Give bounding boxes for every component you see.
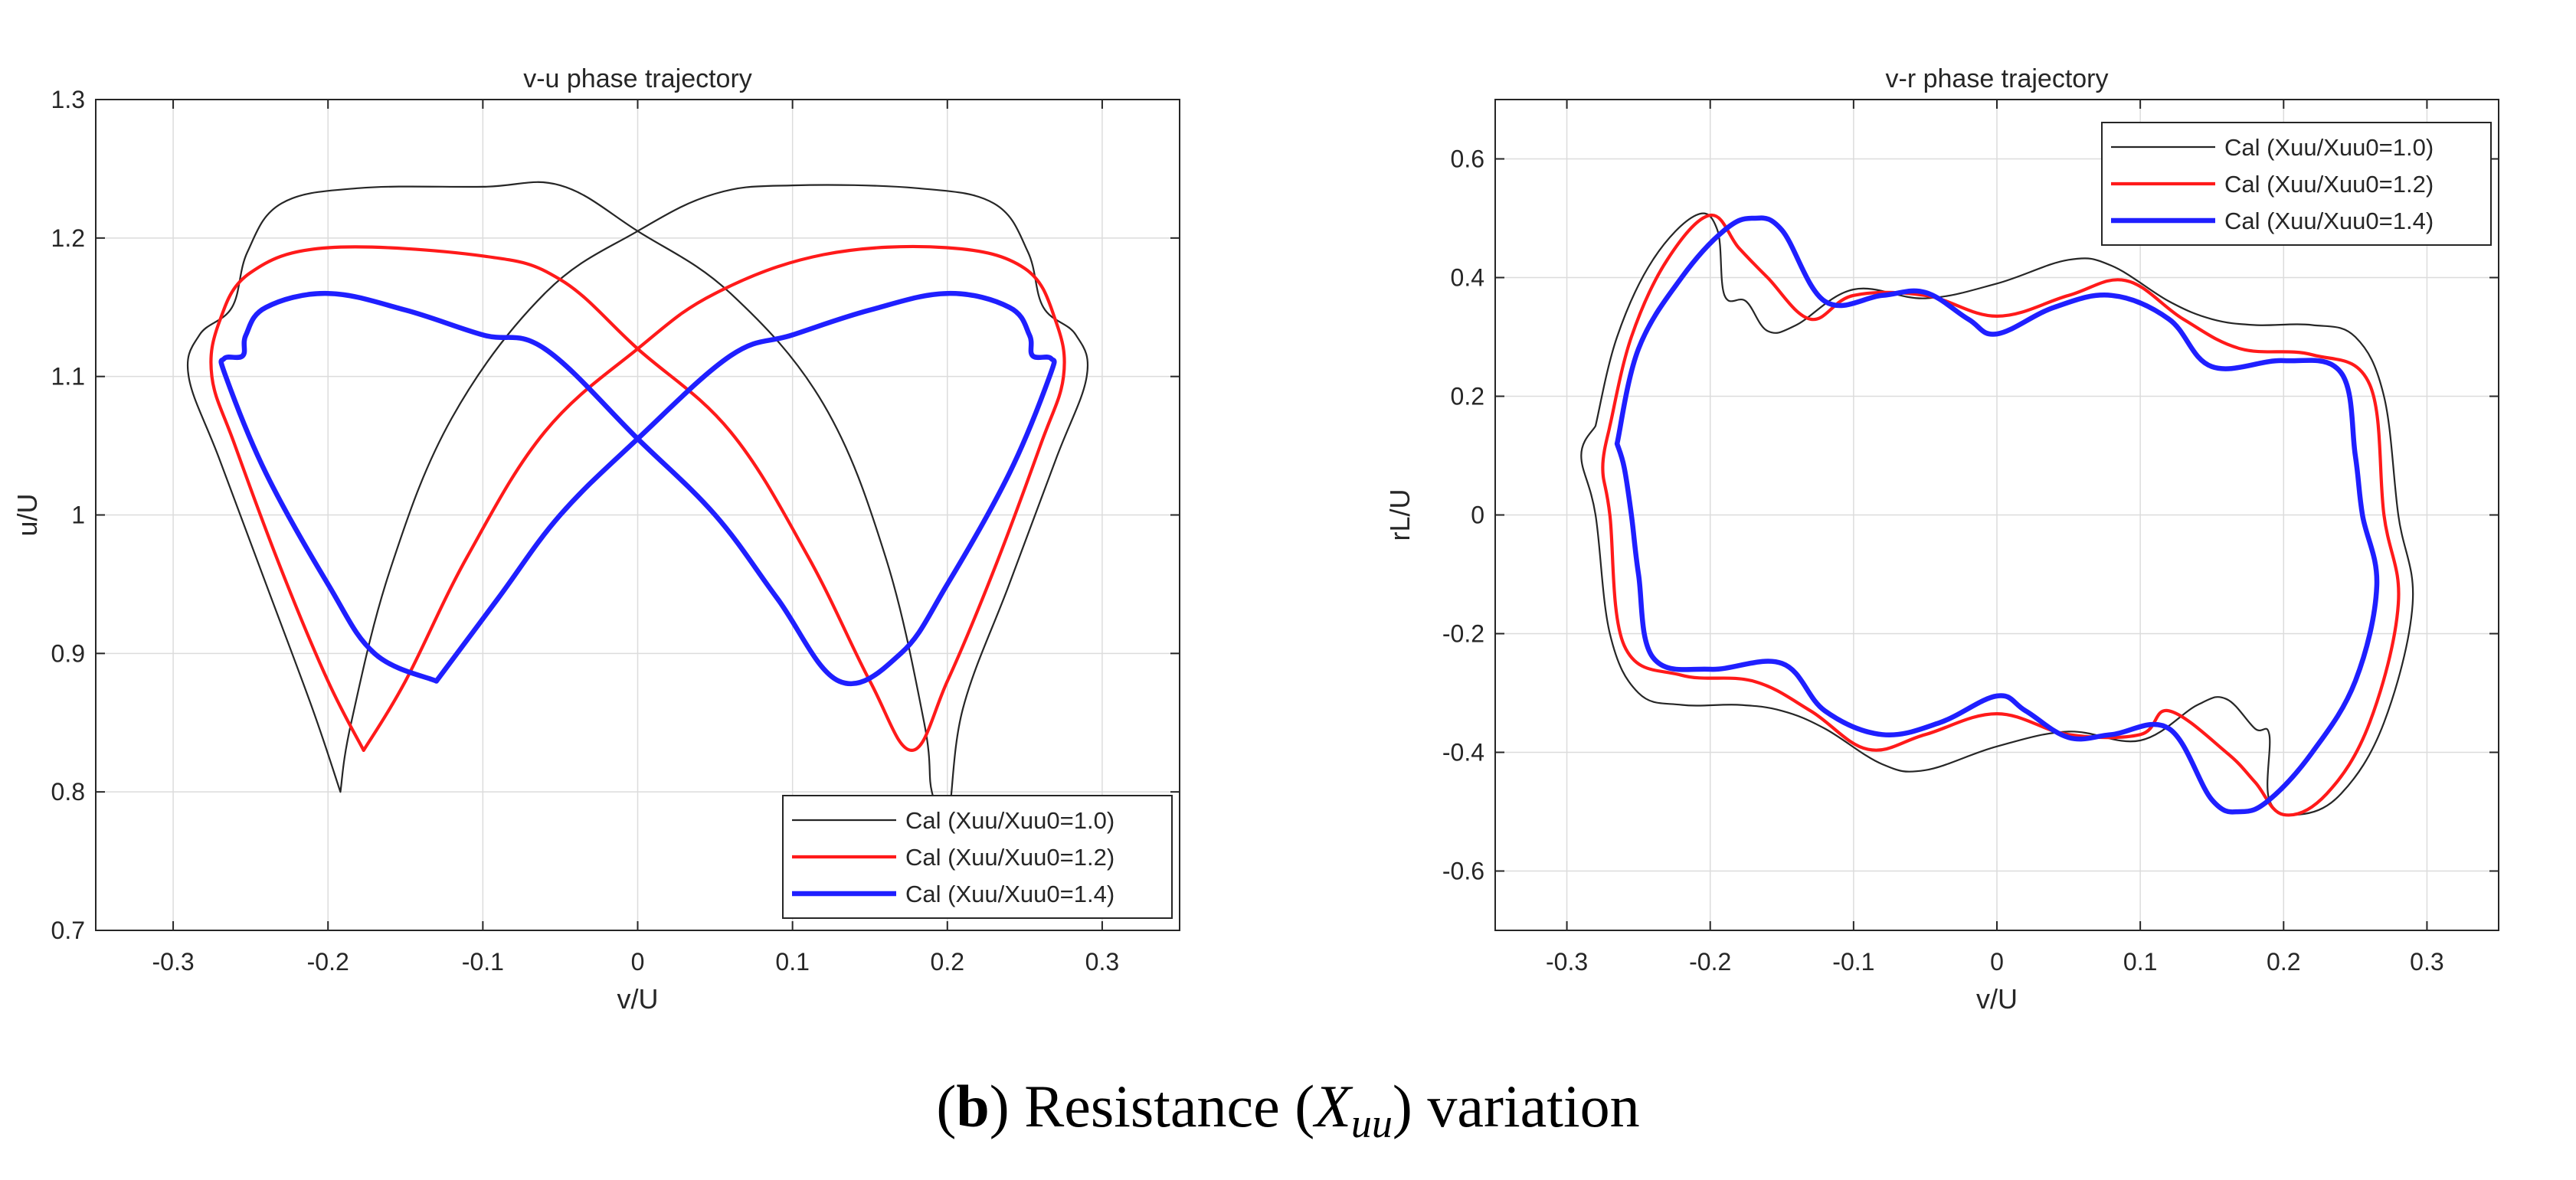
series-line-1 bbox=[1580, 212, 2414, 816]
series-group bbox=[1580, 212, 2414, 817]
x-tick-label: 0.1 bbox=[2123, 948, 2157, 976]
y-tick-label: 0.4 bbox=[1451, 264, 1484, 292]
y-tick-label: -0.2 bbox=[1442, 620, 1484, 648]
x-tick-label: 0.1 bbox=[775, 948, 809, 976]
caption-text-post: ) variation bbox=[1392, 1073, 1640, 1139]
caption-sub: uu bbox=[1350, 1100, 1393, 1146]
series-line-2 bbox=[1601, 213, 2401, 817]
legend-label-3: Cal (Xuu/Xuu0=1.4) bbox=[2224, 208, 2434, 234]
x-tick-label: -0.2 bbox=[1689, 948, 1731, 976]
series-line-2 bbox=[209, 244, 1066, 752]
y-tick-label: 0.8 bbox=[51, 778, 85, 806]
y-tick-label: -0.6 bbox=[1442, 858, 1484, 885]
chart-1: -0.3 -0.2 -0.1 0 0.1 0.2 0.3 0.7 0.8 0.9 1 1.1 1.2 1.… bbox=[11, 64, 1180, 1015]
x-tick-label: 0 bbox=[1990, 948, 2004, 976]
x-tick-label: 0.3 bbox=[2410, 948, 2443, 976]
x-tick-label: -0.1 bbox=[462, 948, 504, 976]
y-axis-label: u/U bbox=[11, 493, 43, 536]
figure-caption: (b) Resistance (Xuu) variation bbox=[936, 1073, 1640, 1146]
y-tick-label: 1.3 bbox=[51, 86, 85, 113]
legend: Cal (Xuu/Xuu0=1.0) Cal (Xuu/Xuu0=1.2) Cal … bbox=[782, 795, 1173, 919]
x-tick-label: -0.3 bbox=[1546, 948, 1588, 976]
y-axis-label: rL/U bbox=[1384, 489, 1416, 541]
legend-label-1: Cal (Xuu/Xuu0=1.0) bbox=[905, 807, 1115, 834]
y-tick-label: 0.9 bbox=[51, 639, 85, 667]
x-tick-label: -0.3 bbox=[152, 948, 195, 976]
chart-title: v-u phase trajectory bbox=[523, 64, 752, 93]
caption-label: b bbox=[956, 1073, 990, 1139]
series-line-3 bbox=[218, 290, 1057, 687]
y-tick-label: 0.2 bbox=[1451, 383, 1484, 410]
legend-label-2: Cal (Xuu/Xuu0=1.2) bbox=[905, 844, 1115, 871]
x-axis-label: v/U bbox=[617, 983, 659, 1015]
y-tick-label: 0 bbox=[1471, 502, 1484, 529]
x-tick-label: 0.2 bbox=[2267, 948, 2300, 976]
y-tick-label: 0.6 bbox=[1451, 145, 1484, 173]
x-tick-label: -0.2 bbox=[307, 948, 349, 976]
y-tick-label: 1.2 bbox=[51, 224, 85, 252]
legend: Cal (Xuu/Xuu0=1.0) Cal (Xuu/Xuu0=1.2) Cal … bbox=[2101, 122, 2492, 246]
x-tick-label: 0.3 bbox=[1085, 948, 1119, 976]
y-tick-label: 1 bbox=[71, 502, 85, 529]
caption-var: X bbox=[1314, 1073, 1351, 1139]
caption-text-pre: Resistance ( bbox=[1009, 1073, 1315, 1139]
x-axis-label: v/U bbox=[1976, 983, 2018, 1015]
x-tick-label: -0.1 bbox=[1832, 948, 1874, 976]
chart-title: v-r phase trajectory bbox=[1886, 64, 2109, 93]
chart-2: -0.3 -0.2 -0.1 0 0.1 0.2 0.3 -0.6 -0.4 -0.2 0 0.2 0.… bbox=[1384, 64, 2499, 1015]
series-line-3 bbox=[1614, 215, 2380, 815]
legend-label-1: Cal (Xuu/Xuu0=1.0) bbox=[2224, 134, 2434, 161]
legend-label-2: Cal (Xuu/Xuu0=1.2) bbox=[2224, 171, 2434, 198]
y-tick-label: 0.7 bbox=[51, 917, 85, 944]
y-tick-label: 1.1 bbox=[51, 363, 85, 391]
legend-label-3: Cal (Xuu/Xuu0=1.4) bbox=[905, 881, 1115, 907]
x-tick-label: 0.2 bbox=[931, 948, 964, 976]
y-tick-label: -0.4 bbox=[1442, 739, 1484, 767]
x-tick-label: 0 bbox=[631, 948, 645, 976]
